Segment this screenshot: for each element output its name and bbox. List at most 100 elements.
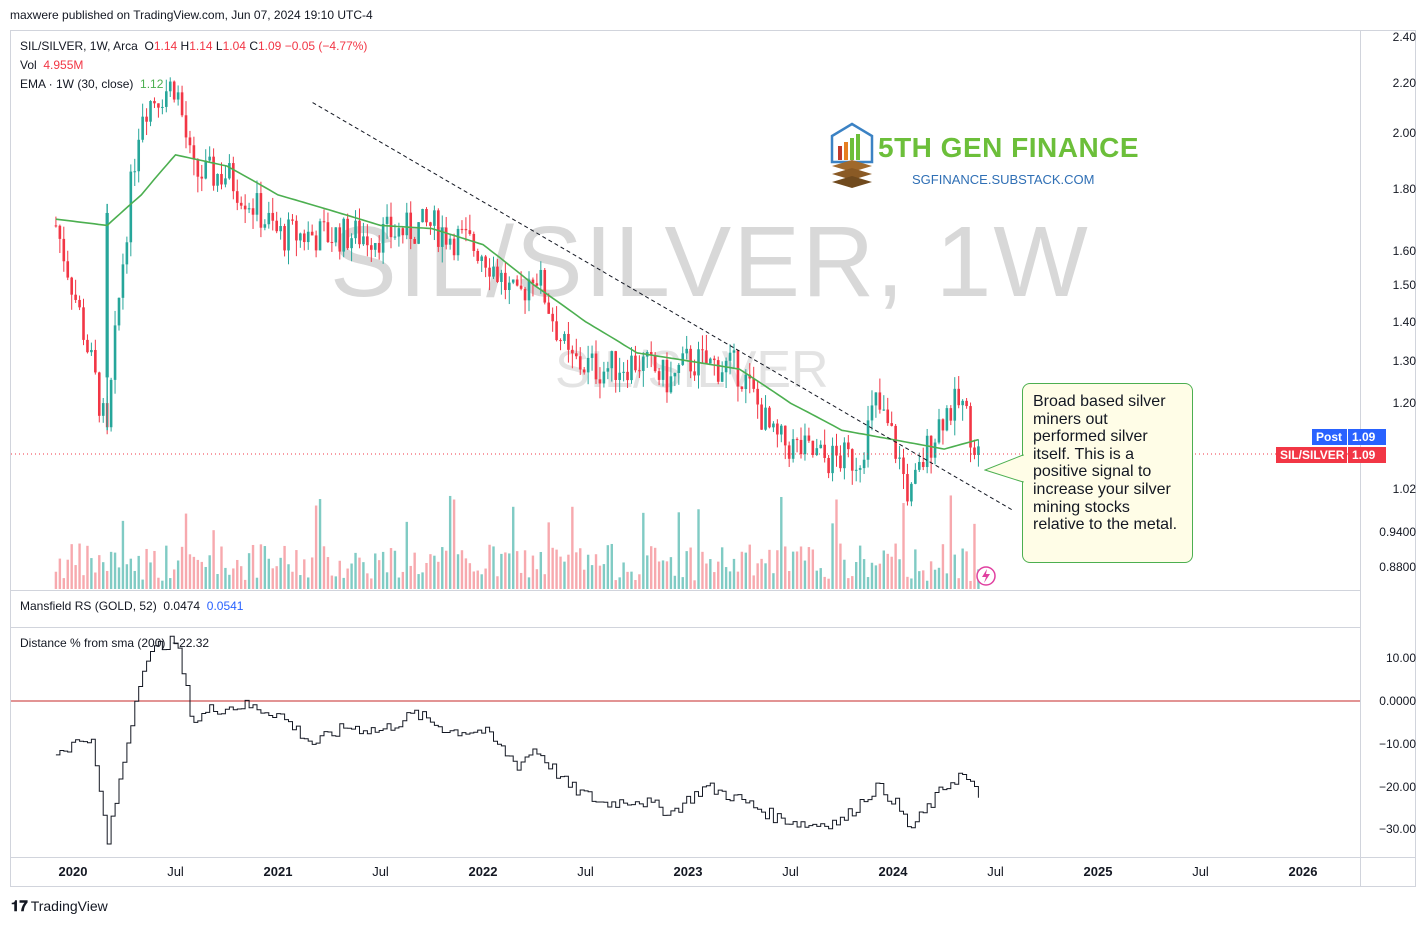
- volume-bar: [582, 569, 586, 589]
- volume-bar: [910, 578, 913, 589]
- candle-body: [866, 420, 870, 460]
- price-tick-label: 1.60: [1392, 244, 1416, 259]
- candle-body: [393, 236, 397, 238]
- volume-bar: [318, 499, 322, 589]
- volume-value: 4.955M: [43, 58, 84, 72]
- volume-bar: [598, 565, 602, 589]
- volume-bar: [141, 579, 144, 589]
- volume-bar: [839, 543, 842, 589]
- pane-separator-volume[interactable]: [10, 590, 1360, 591]
- candle-body: [689, 348, 692, 372]
- volume-bar: [898, 559, 901, 589]
- volume-bar: [94, 572, 97, 589]
- volume-bar: [866, 577, 870, 589]
- candle-body: [373, 242, 377, 250]
- time-tick-label: Jul: [782, 864, 799, 879]
- tradingview-logo[interactable]: 𝟏𝟕 TradingView: [11, 898, 108, 915]
- candle-body: [728, 352, 732, 361]
- volume-bar: [240, 566, 243, 589]
- candle-body: [66, 261, 70, 278]
- callout-pointer: [984, 454, 1025, 483]
- volume-bar: [192, 556, 196, 589]
- candle-body: [606, 368, 610, 372]
- distance-tick-label: 0.0000: [1379, 694, 1416, 708]
- volume-bar: [338, 560, 341, 589]
- candle-body: [563, 333, 566, 341]
- low-value: 1.04: [222, 39, 246, 53]
- volume-bar: [279, 557, 282, 589]
- ohlc-row: SIL/SILVER, 1W, Arca O1.14 H1.14 L1.04 C…: [20, 37, 367, 56]
- volume-bar: [650, 546, 653, 589]
- volume-bar: [590, 565, 594, 589]
- ema-label: EMA · 1W (30, close): [20, 77, 134, 91]
- candle-body: [898, 457, 901, 459]
- candle-body: [610, 351, 614, 369]
- close-label: C: [249, 39, 258, 53]
- annotation-callout[interactable]: Broad based silver miners out performed …: [1022, 383, 1193, 563]
- candle-body: [559, 340, 562, 342]
- volume-bar: [149, 562, 152, 589]
- candle-body: [314, 235, 318, 251]
- candle-body: [97, 372, 101, 416]
- candle-body: [764, 407, 767, 430]
- volume-bar: [539, 551, 543, 589]
- candle-body: [594, 353, 598, 380]
- candle-body: [397, 228, 401, 237]
- candle-body: [712, 358, 716, 361]
- candle-body: [614, 351, 618, 380]
- volume-bar: [425, 562, 428, 589]
- volume-bar: [74, 565, 77, 589]
- volume-bar: [66, 559, 69, 589]
- volume-bar: [941, 544, 945, 589]
- volume-row[interactable]: Vol 4.955M: [20, 56, 367, 75]
- volume-bar: [618, 577, 621, 589]
- volume-bar: [752, 575, 755, 589]
- candle-body: [685, 348, 688, 354]
- volume-bar: [480, 574, 483, 589]
- volume-bar: [196, 559, 200, 589]
- candle-body: [220, 173, 223, 185]
- volume-bar: [362, 562, 365, 589]
- resistance-trendline: [312, 102, 1013, 511]
- symbol-badge-label: SIL/SILVER: [1276, 447, 1347, 463]
- earnings-lightning-icon[interactable]: [975, 565, 997, 587]
- volume-bar: [374, 553, 377, 589]
- candle-body: [630, 355, 633, 381]
- volume-bar: [768, 549, 771, 589]
- candle-body: [945, 408, 949, 431]
- volume-bar: [236, 559, 239, 589]
- ema-row[interactable]: EMA · 1W (30, close) 1.12: [20, 75, 367, 94]
- volume-bar: [614, 580, 617, 589]
- candle-body: [582, 369, 586, 373]
- distance-legend[interactable]: Distance % from sma (200) −22.32: [20, 634, 209, 653]
- volume-label: Vol: [20, 58, 37, 72]
- fifth-gen-finance-logo: 5TH GEN FINANCE SGFINANCE.SUBSTACK.COM: [828, 122, 1158, 194]
- volume-bar: [310, 557, 314, 589]
- time-tick-label: Jul: [987, 864, 1004, 879]
- volume-bar: [669, 557, 673, 589]
- volume-bar: [452, 499, 456, 589]
- volume-bar: [736, 571, 740, 589]
- main-legend[interactable]: SIL/SILVER, 1W, Arca O1.14 H1.14 L1.04 C…: [20, 37, 367, 94]
- mansfield-value-1: 0.0474: [163, 599, 201, 613]
- chart-frame[interactable]: [10, 30, 1416, 887]
- candle-body: [90, 349, 93, 353]
- volume-bar: [263, 546, 267, 589]
- volume-bar: [515, 551, 519, 589]
- volume-bar: [350, 563, 353, 589]
- pane-separator-mansfield[interactable]: [10, 627, 1360, 628]
- volume-bar: [811, 549, 815, 589]
- volume-bar: [271, 568, 274, 589]
- candle-body: [267, 212, 271, 225]
- volume-bar: [724, 567, 728, 589]
- open-label: O: [144, 39, 154, 53]
- volume-bar: [831, 523, 834, 589]
- candle-body: [681, 353, 685, 365]
- mansfield-legend[interactable]: Mansfield RS (GOLD, 52) 0.0474 0.0541: [20, 597, 243, 616]
- symbol-label[interactable]: SIL/SILVER, 1W, Arca: [20, 39, 138, 53]
- volume-bar: [508, 553, 511, 589]
- volume-bar: [918, 571, 921, 589]
- candle-body: [957, 388, 961, 406]
- volume-bar: [342, 577, 345, 589]
